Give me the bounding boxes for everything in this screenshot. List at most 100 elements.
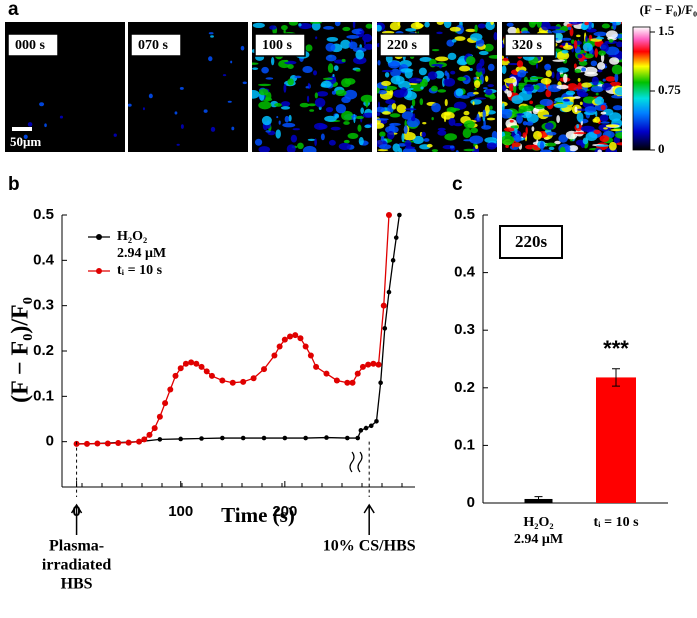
cell bbox=[347, 132, 359, 140]
cell bbox=[418, 67, 427, 76]
cell bbox=[552, 59, 566, 62]
cell bbox=[422, 122, 427, 125]
cell bbox=[448, 117, 456, 126]
cell bbox=[526, 90, 533, 95]
point bbox=[303, 435, 308, 441]
cell bbox=[441, 111, 455, 120]
cell bbox=[509, 119, 514, 123]
cell bbox=[360, 94, 372, 103]
cell bbox=[612, 22, 617, 31]
annotation: irradiated bbox=[42, 557, 111, 574]
cell bbox=[305, 86, 309, 89]
cell bbox=[556, 67, 569, 73]
x-tick-label: H₂O₂ bbox=[523, 515, 553, 530]
cell bbox=[252, 67, 259, 70]
y-tick-label: 0.2 bbox=[454, 379, 475, 396]
cell bbox=[274, 103, 282, 107]
point bbox=[333, 377, 340, 384]
point bbox=[136, 438, 143, 445]
cell bbox=[377, 106, 386, 113]
panel-label: a bbox=[8, 0, 19, 20]
point bbox=[199, 436, 204, 441]
point bbox=[287, 333, 294, 340]
colorbar-tick-label: 1.5 bbox=[658, 23, 675, 38]
point bbox=[380, 302, 387, 309]
cell bbox=[585, 35, 588, 43]
cell bbox=[608, 112, 622, 122]
cell bbox=[487, 63, 495, 72]
point bbox=[355, 435, 361, 441]
cell bbox=[585, 132, 598, 142]
x-tick-label: 2.94 μM bbox=[514, 532, 563, 547]
cell bbox=[148, 93, 153, 99]
cell bbox=[563, 73, 568, 83]
cell bbox=[606, 30, 618, 39]
cell bbox=[490, 22, 494, 25]
cell bbox=[142, 107, 145, 111]
point bbox=[359, 363, 366, 370]
cell bbox=[563, 101, 574, 106]
cell bbox=[539, 98, 553, 107]
cell bbox=[353, 56, 367, 65]
cell bbox=[536, 22, 542, 28]
cell bbox=[399, 87, 408, 97]
cell bbox=[459, 95, 470, 99]
annotation: Plasma- bbox=[49, 538, 104, 555]
y-tick-label: 0.1 bbox=[33, 387, 54, 404]
cell bbox=[333, 65, 339, 71]
cell bbox=[294, 75, 302, 79]
cell bbox=[476, 113, 480, 121]
cell bbox=[556, 71, 560, 81]
cell bbox=[544, 63, 552, 71]
cell bbox=[39, 102, 45, 107]
cell bbox=[330, 126, 341, 131]
cell bbox=[529, 76, 544, 80]
cell bbox=[385, 99, 396, 105]
cell bbox=[240, 45, 245, 51]
cell bbox=[377, 118, 389, 121]
cell bbox=[610, 129, 622, 132]
cell bbox=[311, 22, 321, 31]
cell bbox=[307, 138, 316, 141]
speckles bbox=[502, 22, 622, 152]
cell bbox=[252, 22, 265, 29]
cell bbox=[179, 86, 184, 90]
cell bbox=[436, 22, 444, 25]
cell bbox=[283, 29, 286, 34]
cell bbox=[59, 115, 63, 119]
cell bbox=[614, 73, 619, 83]
cell bbox=[443, 77, 456, 87]
cell bbox=[328, 139, 336, 146]
cell bbox=[600, 111, 607, 115]
point bbox=[208, 372, 215, 379]
cell bbox=[470, 99, 482, 105]
y-tick-label: 0.5 bbox=[454, 206, 475, 223]
cell bbox=[594, 48, 599, 58]
cell bbox=[363, 43, 372, 50]
cell bbox=[581, 82, 592, 88]
cell bbox=[592, 118, 597, 123]
point bbox=[261, 435, 267, 441]
cell bbox=[280, 101, 291, 107]
cell bbox=[608, 54, 621, 58]
cell bbox=[378, 144, 392, 150]
cell bbox=[601, 83, 612, 91]
cell bbox=[590, 85, 604, 93]
cell bbox=[544, 122, 554, 130]
cell bbox=[462, 128, 472, 139]
cell bbox=[450, 108, 461, 111]
cell bbox=[593, 129, 601, 135]
cell bbox=[324, 115, 337, 122]
cell bbox=[551, 71, 555, 79]
cell bbox=[27, 122, 33, 127]
cell bbox=[128, 103, 132, 107]
cell bbox=[502, 84, 507, 92]
cell bbox=[377, 122, 385, 129]
cell bbox=[387, 130, 395, 140]
cell bbox=[326, 36, 339, 42]
cell bbox=[396, 104, 407, 114]
cell bbox=[605, 76, 616, 82]
cell bbox=[426, 143, 433, 148]
